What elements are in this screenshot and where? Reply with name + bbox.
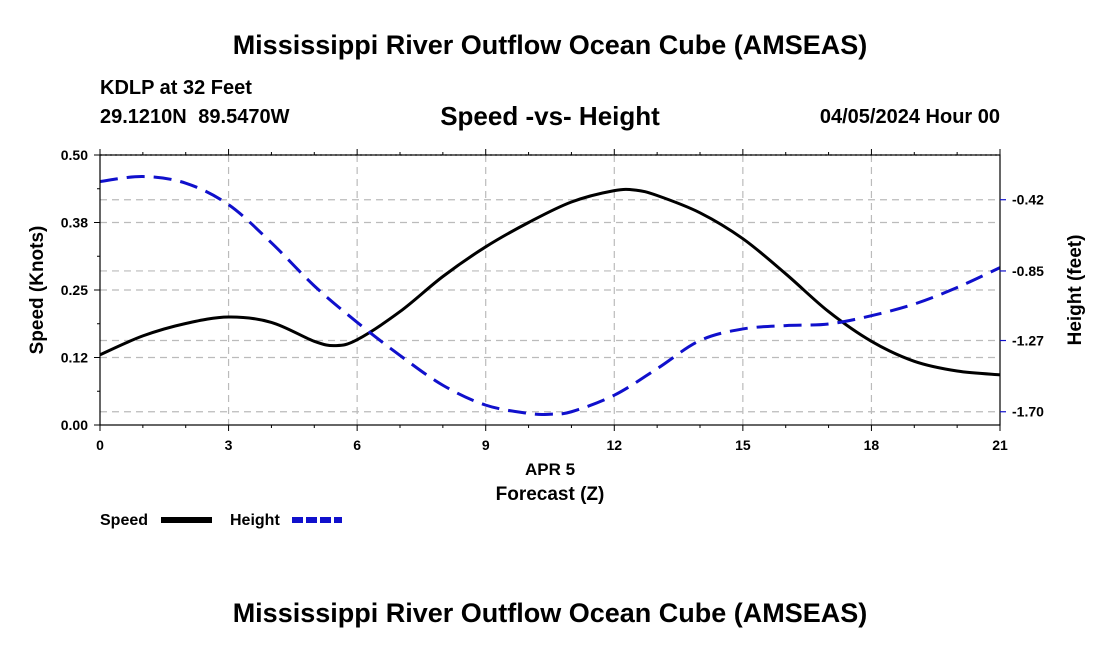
x-tick-label: 3 bbox=[225, 437, 233, 453]
y-axis-left-title: Speed (Knots) bbox=[27, 226, 48, 355]
x-tick-label: 18 bbox=[864, 437, 880, 453]
y-left-tick-label: 0.12 bbox=[61, 350, 88, 366]
y-left-tick-label: 0.00 bbox=[61, 417, 88, 433]
x-tick-label: 6 bbox=[353, 437, 361, 453]
x-tick-label: 12 bbox=[606, 437, 622, 453]
x-tick-label: 9 bbox=[482, 437, 490, 453]
y-right-tick-label: -1.27 bbox=[1012, 333, 1044, 349]
chart-main-title: Mississippi River Outflow Ocean Cube (AM… bbox=[232, 30, 868, 60]
x-axis-date-label: APR 5 bbox=[525, 460, 575, 479]
y-right-tick-label: -1.70 bbox=[1012, 404, 1044, 420]
y-right-tick-label: -0.42 bbox=[1012, 192, 1044, 208]
x-tick-label: 0 bbox=[96, 437, 104, 453]
footer-title: Mississippi River Outflow Ocean Cube (AM… bbox=[232, 598, 868, 628]
series-layer bbox=[99, 175, 1001, 416]
x-tick-label: 21 bbox=[992, 437, 1008, 453]
chart-subtitle: Speed -vs- Height bbox=[440, 101, 660, 131]
speed-series-line bbox=[99, 187, 1001, 377]
coordinates-label: 29.1210N 89.5470W bbox=[100, 106, 290, 128]
tick-layer: 0 3 6 9 12 15 18 21 0.00 0.12 0.25 0.38 0.50 -1.70 -1.… bbox=[61, 147, 1044, 453]
legend: Speed Height bbox=[100, 512, 342, 529]
y-left-tick-label: 0.38 bbox=[61, 215, 88, 231]
y-left-tick-label: 0.25 bbox=[61, 282, 88, 298]
y-left-tick-label: 0.50 bbox=[61, 147, 88, 163]
legend-height-label: Height bbox=[230, 512, 280, 529]
station-label: KDLP at 32 Feet bbox=[100, 77, 252, 99]
forecast-datetime: 04/05/2024 Hour 00 bbox=[819, 106, 1000, 128]
x-axis-title: Forecast (Z) bbox=[496, 484, 605, 505]
x-tick-label: 15 bbox=[735, 437, 751, 453]
height-series-line bbox=[99, 175, 1001, 416]
y-right-tick-label: -0.85 bbox=[1012, 263, 1044, 279]
grid-layer bbox=[100, 154, 1000, 425]
legend-speed-label: Speed bbox=[100, 512, 148, 529]
y-axis-right-title: Height (feet) bbox=[1065, 235, 1086, 346]
